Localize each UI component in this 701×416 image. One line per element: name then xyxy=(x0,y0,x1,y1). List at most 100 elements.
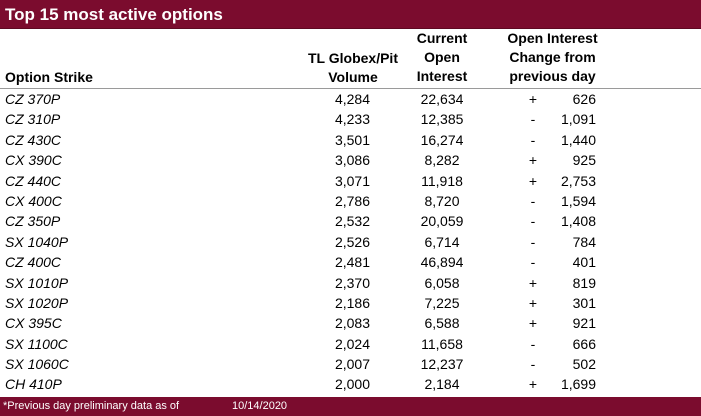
option-strike: CX 395C xyxy=(5,315,62,332)
change-cell: 502 xyxy=(572,356,596,373)
volume-cell: 2,481 xyxy=(334,254,371,271)
volume-cell: 3,501 xyxy=(334,131,371,148)
open-interest-cell: 12,385 xyxy=(420,111,464,128)
header-option-strike: Option Strike xyxy=(5,69,93,85)
header-oi-line-3: Interest xyxy=(416,68,468,84)
table-row: CX 400C 2,786 8,720 - 1,594 xyxy=(0,191,701,211)
change-cell: 925 xyxy=(572,152,596,169)
table-row: SX 1010P 2,370 6,058 +819 xyxy=(0,273,701,293)
open-interest-cell: 20,059 xyxy=(420,213,464,230)
table-row: SX 1020P 2,186 7,225 +301 xyxy=(0,293,701,313)
header-change-line-1: Open Interest xyxy=(507,30,598,46)
volume-cell: 2,532 xyxy=(334,213,371,230)
table-row: CX 390C 3,086 8,282 +925 xyxy=(0,150,701,170)
header-divider xyxy=(0,88,701,89)
table-row: SX 1100C 2,024 11,658 - 666 xyxy=(0,334,701,354)
header-oi-line-2: Open xyxy=(424,49,460,65)
change-cell: 301 xyxy=(572,294,596,311)
header-change-line-2: Change from xyxy=(509,49,596,65)
change-cell: 1,699 xyxy=(560,376,596,393)
table-row: CZ 350P 2,532 20,059 - 1,408 xyxy=(0,211,701,231)
page-title: Top 15 most active options xyxy=(0,0,701,29)
header-oi-line-1: Current xyxy=(416,30,468,46)
option-strike: CZ 370P xyxy=(5,91,61,107)
open-interest-cell: 8,720 xyxy=(424,192,460,209)
table-row: CH 410P 2,000 2,184 +1,699 xyxy=(0,374,701,394)
open-interest-cell: 11,658 xyxy=(421,335,463,352)
change-sign: + xyxy=(528,274,538,291)
open-interest-cell: 6,588 xyxy=(424,315,460,332)
header-change-line-3: previous day xyxy=(509,68,596,84)
change-sign: + xyxy=(528,315,538,332)
option-strike: CZ 440C xyxy=(5,172,62,189)
open-interest-cell: 11,918 xyxy=(421,172,463,189)
header-oi-change: Open Interest Change from previous day xyxy=(485,29,620,86)
open-interest-cell: 8,282 xyxy=(424,152,460,169)
option-strike: CZ 310P xyxy=(5,111,61,128)
change-cell: 1,408 xyxy=(560,213,596,230)
footer-bar: *Previous day preliminary data as of 10/… xyxy=(0,397,701,416)
change-cell: 819 xyxy=(572,274,596,291)
option-strike: SX 1060C xyxy=(5,356,69,373)
table-row: CZ 310P 4,233 12,385 - 1,091 xyxy=(0,109,701,129)
table-row: CZ 440C 3,071 11,918 +2,753 xyxy=(0,171,701,191)
change-cell: 666 xyxy=(572,335,596,352)
open-interest-cell: 16,274 xyxy=(420,131,464,148)
option-strike: CH 410P xyxy=(5,376,62,393)
change-sign: - xyxy=(530,356,536,373)
change-sign: - xyxy=(530,192,536,209)
volume-cell: 2,786 xyxy=(334,192,371,209)
option-strike: CX 400C xyxy=(5,192,62,209)
change-cell: 626 xyxy=(572,91,596,107)
volume-cell: 3,086 xyxy=(334,152,371,169)
change-sign: - xyxy=(530,131,536,148)
table-row: CZ 370P 4,284 22,634 +626 xyxy=(0,89,701,109)
option-strike: SX 1020P xyxy=(5,294,69,311)
open-interest-cell: 46,894 xyxy=(420,254,464,271)
change-sign: - xyxy=(530,254,536,271)
option-strike: CZ 400C xyxy=(5,254,62,271)
change-sign: - xyxy=(530,111,536,128)
option-strike: SX 1040P xyxy=(5,233,69,250)
volume-cell: 2,526 xyxy=(334,233,371,250)
option-strike: CX 390C xyxy=(5,152,62,169)
volume-cell: 2,083 xyxy=(334,315,371,332)
volume-cell: 2,186 xyxy=(334,294,371,311)
table-row: SX 1040P 2,526 6,714 - 784 xyxy=(0,232,701,252)
change-sign: + xyxy=(528,172,538,189)
change-cell: 1,440 xyxy=(560,131,596,148)
header-volume: TL Globex/Pit Volume xyxy=(300,49,406,87)
volume-cell: 2,007 xyxy=(334,356,371,373)
option-strike: SX 1010P xyxy=(5,274,69,291)
option-strike: SX 1100C xyxy=(5,335,68,352)
change-sign: + xyxy=(528,294,538,311)
change-sign: - xyxy=(530,213,536,230)
footer-note: *Previous day preliminary data as of xyxy=(3,400,180,412)
volume-cell: 4,284 xyxy=(334,91,371,107)
table-row: SX 1060C 2,007 12,237 - 502 xyxy=(0,354,701,374)
change-cell: 784 xyxy=(572,233,596,250)
change-sign: + xyxy=(528,152,538,169)
table-row: CZ 400C 2,481 46,894 - 401 xyxy=(0,252,701,272)
header-volume-line-1: TL Globex/Pit xyxy=(308,50,398,66)
open-interest-cell: 6,714 xyxy=(424,233,460,250)
table-row: CX 395C 2,083 6,588 +921 xyxy=(0,313,701,333)
header-open-interest: Current Open Interest xyxy=(404,29,480,86)
open-interest-cell: 12,237 xyxy=(420,356,464,373)
open-interest-cell: 2,184 xyxy=(424,376,460,393)
footer-date: 10/14/2020 xyxy=(232,400,288,412)
volume-cell: 4,233 xyxy=(334,111,371,128)
table-row: CZ 430C 3,501 16,274 - 1,440 xyxy=(0,130,701,150)
open-interest-cell: 6,058 xyxy=(424,274,460,291)
change-sign: + xyxy=(528,376,538,393)
option-strike: CZ 350P xyxy=(5,213,61,230)
volume-cell: 3,071 xyxy=(334,172,371,189)
change-sign: + xyxy=(528,91,538,107)
open-interest-cell: 7,225 xyxy=(424,294,460,311)
volume-cell: 2,370 xyxy=(334,274,371,291)
change-cell: 1,091 xyxy=(560,111,596,128)
change-sign: - xyxy=(530,233,536,250)
volume-cell: 2,000 xyxy=(334,376,371,393)
change-cell: 401 xyxy=(572,254,596,271)
options-table-body: CZ 370P 4,284 22,634 +626 CZ 310P 4,233 12,38… xyxy=(0,89,701,395)
